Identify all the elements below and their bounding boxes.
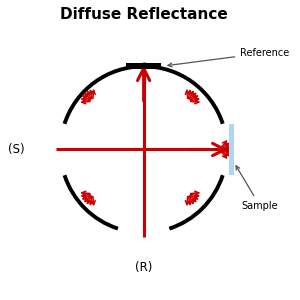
- Bar: [229, 124, 234, 175]
- Text: Sample: Sample: [236, 166, 278, 211]
- Text: Reference: Reference: [168, 48, 290, 67]
- Text: (S): (S): [8, 143, 25, 156]
- Title: Diffuse Reflectance: Diffuse Reflectance: [60, 7, 227, 22]
- Bar: [126, 63, 161, 69]
- Text: (R): (R): [135, 261, 152, 274]
